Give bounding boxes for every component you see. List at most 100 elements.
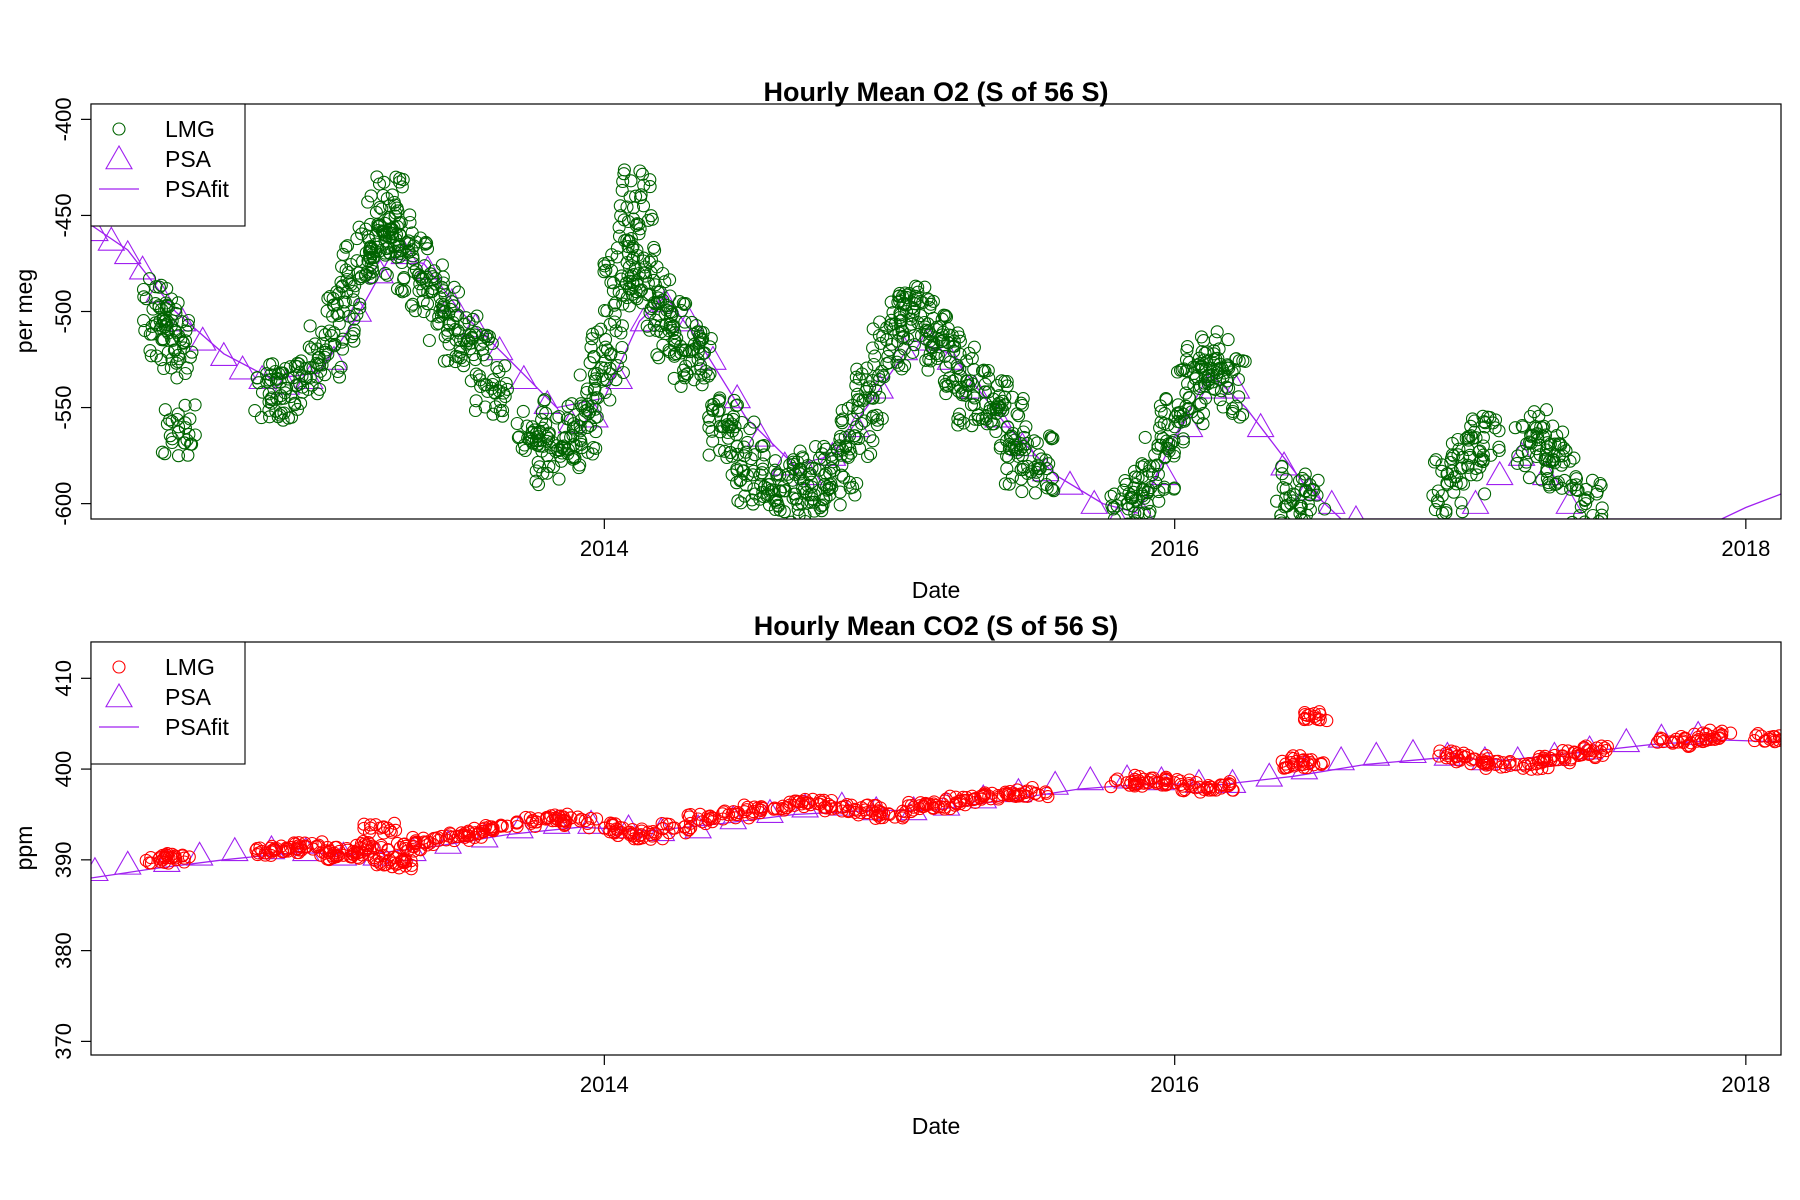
o2-legend-label-lmg: LMG: [165, 116, 215, 142]
o2-legend-label-psa: PSA: [165, 146, 212, 172]
o2-y-tick-label: -500: [51, 289, 76, 333]
o2-lmg-point: [389, 231, 435, 299]
co2-legend-lmg-marker: [112, 660, 126, 674]
co2-lmg-point: [1747, 727, 1781, 749]
o2-y-axis: -400 -450 -500 -550 -600: [51, 97, 91, 526]
o2-x-tick-label: 2016: [1150, 536, 1199, 561]
co2-lmg-point: [406, 830, 446, 852]
o2-lmg-point: [286, 342, 328, 412]
o2-lmg-point: [557, 391, 603, 461]
co2-lmg-point: [1175, 775, 1218, 799]
o2-legend-box: [90, 103, 246, 227]
o2-y-tick-label: -600: [51, 482, 76, 526]
o2-chart-title: Hourly Mean O2 (S of 56 S): [763, 77, 1108, 107]
o2-psa-point: [113, 239, 142, 265]
co2-lmg-point: [1151, 772, 1197, 793]
o2-y-tick-label: -550: [51, 386, 76, 430]
o2-psa-point: [209, 341, 238, 366]
o2-x-axis: 2014 2016 2018: [580, 519, 1770, 561]
co2-legend-box: [90, 641, 246, 765]
co2-x-axis: 2014 2016 2018: [580, 1055, 1770, 1097]
o2-lmg-point: [702, 391, 744, 462]
o2-lmg-point: [849, 361, 890, 432]
co2-lmg-point: [434, 826, 476, 848]
o2-psa-point: [1461, 489, 1490, 514]
o2-legend: LMG PSA PSAfit: [90, 103, 246, 227]
co2-y-axis-label: ppm: [11, 826, 37, 871]
co2-psa-point: [113, 850, 142, 875]
co2-lmg-point: [1284, 749, 1330, 772]
o2-lmg-point: [1015, 429, 1061, 500]
co2-lmg-point: [1571, 739, 1614, 762]
o2-psa-point: [746, 422, 775, 447]
o2-lmg-point: [404, 258, 450, 323]
o2-legend-lmg-marker: [112, 122, 126, 136]
co2-psa-point: [1041, 770, 1070, 795]
o2-x-axis-label: Date: [912, 577, 961, 603]
co2-legend-label-psafit: PSAfit: [165, 714, 230, 740]
co2-lmg-point: [156, 846, 196, 869]
co2-y-tick-label: 410: [51, 660, 76, 697]
co2-lmg-point: [869, 805, 913, 825]
o2-psa-point: [723, 383, 752, 409]
co2-legend: LMG PSA PSAfit: [90, 641, 246, 765]
o2-psa-point: [485, 335, 514, 361]
o2-lmg-point: [525, 425, 569, 492]
o2-lmg-point: [891, 279, 937, 346]
co2-lmg-point: [1699, 723, 1738, 747]
co2-chart-title: Hourly Mean CO2 (S of 56 S): [754, 611, 1119, 641]
o2-psa-point: [228, 355, 257, 380]
o2-data-layer: [91, 163, 1781, 519]
o2-psa-point: [1555, 489, 1584, 514]
co2-lmg-point: [1009, 780, 1055, 804]
o2-lmg-point: [1461, 409, 1506, 482]
o2-psa-point: [533, 389, 562, 415]
o2-y-tick-label: -450: [51, 193, 76, 237]
o2-psa-point: [1056, 470, 1084, 495]
o2-lmg-point: [468, 353, 514, 423]
o2-lmg-point: [302, 317, 350, 384]
o2-lmg-point: [1286, 471, 1332, 519]
o2-panel: Hourly Mean O2 (S of 56 S) 2014 2016 2018 …: [11, 77, 1782, 603]
o2-psa-point: [344, 297, 373, 322]
o2-lmg-point: [613, 163, 659, 231]
o2-psa-point: [188, 326, 217, 351]
o2-lmg-point: [452, 326, 499, 394]
co2-x-tick-label: 2018: [1721, 1072, 1770, 1097]
o2-legend-psa-marker: [105, 144, 133, 170]
o2-psa-point: [1270, 451, 1299, 476]
o2-psa-point: [1485, 460, 1514, 486]
co2-lmg-point: [357, 816, 403, 840]
co2-psa-point: [1327, 745, 1356, 771]
co2-lmg-point: [283, 835, 329, 856]
o2-psa-point: [1109, 504, 1126, 519]
o2-lmg-point: [155, 398, 202, 463]
o2-psa-point: [1031, 456, 1060, 482]
co2-psa-point: [1399, 738, 1427, 764]
o2-psa-point: [97, 226, 126, 251]
co2-lmg-point: [737, 798, 784, 820]
co2-plot-frame: [90, 641, 1782, 1056]
co2-psa-point: [1433, 741, 1462, 766]
co2-lmg-point: [349, 834, 395, 858]
co2-lmg-point: [556, 810, 604, 833]
o2-x-tick-label: 2014: [580, 536, 629, 561]
co2-psa-point: [1076, 765, 1105, 791]
co2-x-tick-label: 2016: [1150, 1072, 1199, 1097]
co2-lmg-point: [471, 818, 514, 841]
co2-y-axis: 370 380 390 400 410: [51, 660, 91, 1060]
o2-y-tick-label: -400: [51, 97, 76, 141]
co2-psa-point: [1362, 741, 1391, 766]
co2-psa-point: [185, 841, 214, 866]
o2-lmg-point: [153, 313, 199, 385]
co2-legend-psa-marker: [105, 682, 133, 708]
o2-lmg-point: [730, 438, 775, 511]
co2-lmg-point: [1674, 726, 1721, 749]
co2-data-layer: [91, 705, 1781, 882]
o2-lmg-point: [1564, 472, 1609, 519]
co2-lmg-point: [1203, 774, 1240, 797]
co2-psa-point: [1255, 762, 1284, 787]
o2-psa-point: [1317, 489, 1346, 514]
o2-psa-point: [1246, 412, 1275, 438]
